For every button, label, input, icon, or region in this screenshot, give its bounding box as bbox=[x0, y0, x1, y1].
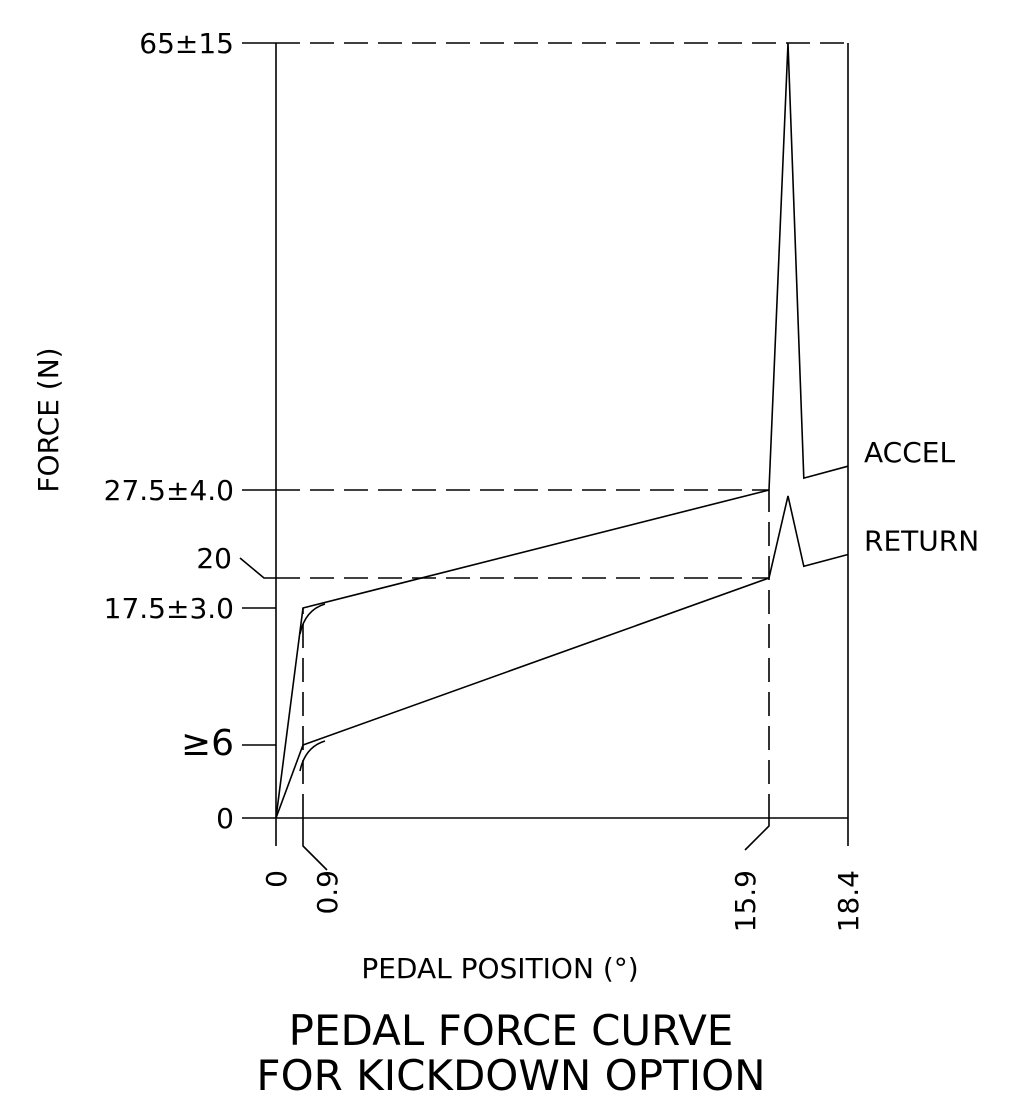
x-axis-label: PEDAL POSITION (°) bbox=[361, 952, 638, 985]
y-tick-label: ≥6 bbox=[181, 723, 234, 764]
y-tick-label: 27.5±4.0 bbox=[104, 474, 234, 507]
chart-title-line-2: FOR KICKDOWN OPTION bbox=[256, 1051, 765, 1099]
chart-title-line-1: PEDAL FORCE CURVE bbox=[289, 1006, 734, 1055]
x-tick-label: 0.9 bbox=[311, 870, 344, 915]
y-tick-label: 65±15 bbox=[139, 27, 234, 60]
x-tick-label: 18.4 bbox=[832, 870, 865, 932]
tick-marks: 0 ≥6 17.5±3.0 20 27.5±4.0 65±15 0 0.9 15.9 18.4 bbox=[104, 27, 865, 932]
y-tick-3: 20 bbox=[196, 542, 276, 579]
series-return-line bbox=[275, 495, 849, 819]
y-tick-label: 20 bbox=[196, 542, 232, 575]
y-tick-0: 0 bbox=[216, 802, 276, 835]
y-axis-label: FORCE (N) bbox=[32, 347, 65, 492]
series-return-label: RETURN bbox=[864, 525, 979, 558]
x-tick-3: 18.4 bbox=[832, 870, 865, 932]
series-accel-line bbox=[275, 42, 849, 819]
series-lines bbox=[275, 42, 849, 819]
y-tick-5: 65±15 bbox=[139, 27, 276, 60]
x-tick-0: 0 bbox=[260, 870, 293, 888]
x-tick-label: 15.9 bbox=[729, 870, 762, 932]
series-accel-label: ACCEL bbox=[864, 436, 955, 469]
x-tick-leader bbox=[302, 818, 328, 871]
x-tick-label: 0 bbox=[260, 870, 293, 888]
knee-fillet-1 bbox=[299, 740, 326, 772]
axes bbox=[275, 43, 849, 846]
knee-fillet-0 bbox=[299, 603, 326, 635]
x-tick-2: 15.9 bbox=[729, 818, 770, 932]
y-tick-4: 27.5±4.0 bbox=[104, 474, 276, 507]
dashed-guides bbox=[276, 42, 848, 818]
y-tick-leader bbox=[239, 557, 276, 579]
y-tick-label: 17.5±3.0 bbox=[104, 592, 234, 625]
x-tick-leader bbox=[744, 818, 770, 851]
y-tick-label: 0 bbox=[216, 802, 234, 835]
series-labels: ACCEL RETURN bbox=[864, 436, 979, 557]
y-tick-1: ≥6 bbox=[181, 723, 276, 764]
x-tick-1: 0.9 bbox=[302, 818, 344, 915]
y-tick-2: 17.5±3.0 bbox=[104, 592, 276, 625]
